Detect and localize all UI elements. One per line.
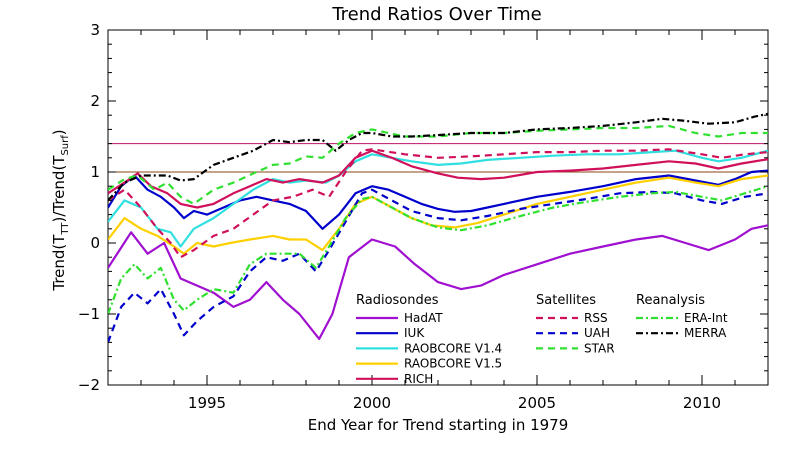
plot-frame bbox=[107, 29, 769, 386]
legend-label: IUK bbox=[404, 326, 425, 340]
legend-label: RAOBCORE V1.4 bbox=[404, 341, 502, 355]
y-tick-label: 3 bbox=[90, 21, 100, 39]
series-line-raobcore-v1-5 bbox=[108, 174, 768, 255]
y-axis-label-sub2: Surf bbox=[60, 135, 71, 156]
series-layer bbox=[108, 112, 768, 343]
y-tick-label: −1 bbox=[78, 305, 100, 323]
legend-label: RAOBCORE V1.5 bbox=[404, 357, 502, 371]
legend-label: RSS bbox=[584, 311, 608, 325]
legend-heading: Satellites bbox=[536, 293, 596, 308]
x-tick-label: 1995 bbox=[188, 394, 226, 412]
legend-label: ERA-Int bbox=[684, 311, 728, 325]
series-line-rss bbox=[108, 148, 768, 259]
legend-label: STAR bbox=[584, 341, 615, 355]
series-line-raobcore-v1-4 bbox=[108, 149, 768, 248]
y-axis-label: Trend(TTT)/Trend(TSurf) bbox=[50, 129, 71, 291]
series-line-era-int bbox=[108, 185, 768, 315]
series-line-hadat bbox=[108, 224, 768, 340]
legend-label: RICH bbox=[404, 372, 433, 386]
y-tick-label: 2 bbox=[90, 92, 100, 110]
x-axis-label: End Year for Trend starting in 1979 bbox=[308, 416, 569, 434]
legend-label: MERRA bbox=[684, 326, 727, 340]
y-tick-label: −2 bbox=[78, 376, 100, 394]
y-axis-label-post: ) bbox=[50, 129, 68, 135]
legend-label: HadAT bbox=[404, 311, 443, 325]
chart-title: Trend Ratios Over Time bbox=[331, 4, 541, 25]
series-line-rich bbox=[108, 149, 768, 209]
y-tick-label: 0 bbox=[90, 234, 100, 252]
legend-label: UAH bbox=[584, 326, 610, 340]
x-tick-label: 2000 bbox=[353, 394, 391, 412]
y-axis-label-pre: Trend(T bbox=[50, 234, 68, 292]
axis-ticks: −2 −1 0 1 2 3 1995 2000 2005 2010 bbox=[78, 21, 769, 412]
legend-heading: Radiosondes bbox=[356, 293, 439, 308]
y-axis-label-mid: )/Trend(T bbox=[50, 155, 68, 223]
y-tick-label: 1 bbox=[90, 163, 100, 181]
x-tick-label: 2010 bbox=[683, 394, 721, 412]
series-line-uah bbox=[108, 188, 768, 343]
series-line-merra bbox=[108, 112, 768, 202]
series-line-star bbox=[108, 124, 768, 205]
x-tick-label: 2005 bbox=[518, 394, 556, 412]
legend-heading: Reanalysis bbox=[636, 293, 705, 308]
reference-lines bbox=[108, 143, 768, 173]
y-axis-label-sub1: TT bbox=[60, 222, 71, 236]
series-line-iuk bbox=[108, 169, 768, 230]
